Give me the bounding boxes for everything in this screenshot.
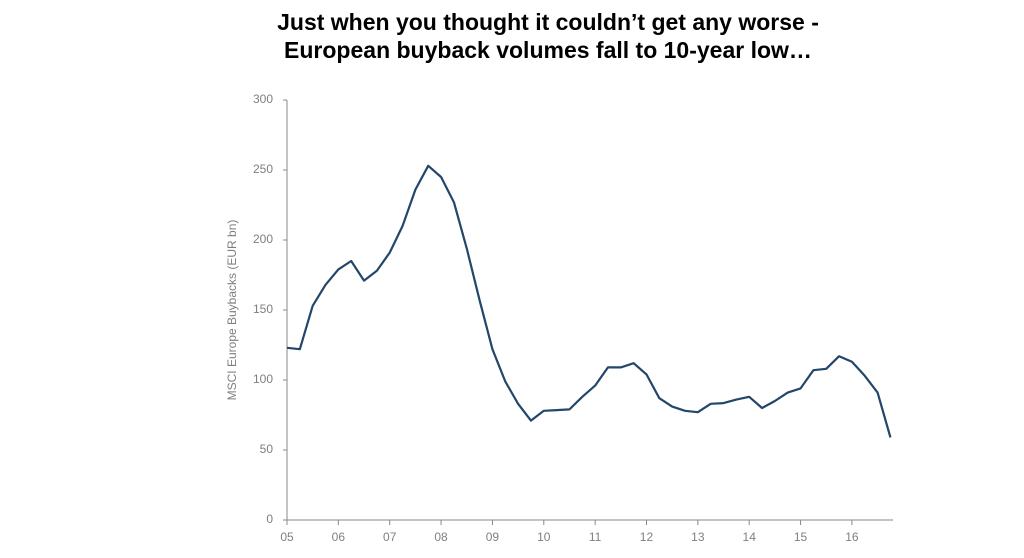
x-tick-label: 06 xyxy=(332,530,346,544)
y-tick-label: 200 xyxy=(253,232,273,246)
y-tick-label: 250 xyxy=(253,162,273,176)
x-tick-label: 14 xyxy=(743,530,757,544)
x-tick-label: 09 xyxy=(486,530,500,544)
y-tick-label: 300 xyxy=(253,92,273,106)
x-tick-label: 07 xyxy=(383,530,397,544)
x-tick-label: 10 xyxy=(537,530,551,544)
x-tick-label: 11 xyxy=(589,530,602,544)
x-tick-label: 16 xyxy=(845,530,859,544)
y-axis-label: MSCI Europe Buybacks (EUR bn) xyxy=(225,220,239,401)
x-tick-label: 05 xyxy=(280,530,294,544)
line-series xyxy=(286,164,892,438)
x-tick-label: 13 xyxy=(691,530,705,544)
chart-title: European buyback volumes fall to 10-year… xyxy=(284,37,812,63)
y-tick-label: 150 xyxy=(253,302,273,316)
x-tick-label: 08 xyxy=(434,530,448,544)
y-tick-label: 100 xyxy=(253,372,273,386)
y-tick-label: 50 xyxy=(260,442,274,456)
x-tick-label: 12 xyxy=(640,530,654,544)
y-tick-label: 0 xyxy=(266,512,273,526)
x-tick-label: 15 xyxy=(794,530,808,544)
chart-title: Just when you thought it couldn’t get an… xyxy=(277,9,819,35)
